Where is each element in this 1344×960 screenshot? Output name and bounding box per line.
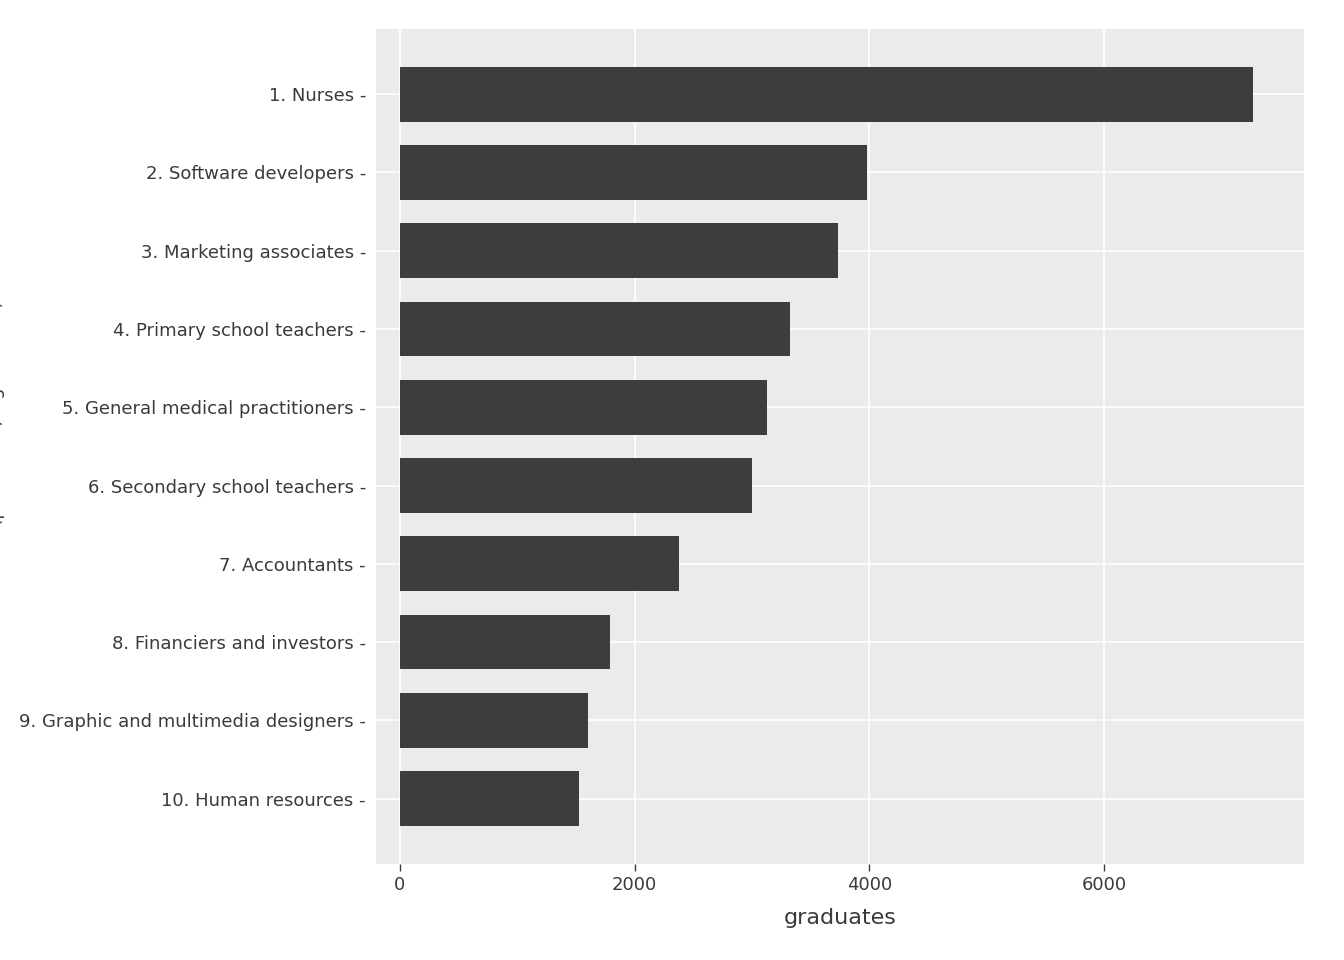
Bar <box>399 145 867 200</box>
Bar <box>399 614 610 669</box>
Bar <box>399 693 587 748</box>
Bar <box>399 224 837 278</box>
Bar <box>399 67 1253 122</box>
Bar <box>399 301 789 356</box>
Bar <box>399 380 767 435</box>
Bar <box>399 537 679 591</box>
X-axis label: graduates: graduates <box>784 908 896 928</box>
Bar <box>399 771 579 826</box>
Y-axis label: reorder(profession, +graduates): reorder(profession, +graduates) <box>0 300 5 592</box>
Bar <box>399 458 751 513</box>
